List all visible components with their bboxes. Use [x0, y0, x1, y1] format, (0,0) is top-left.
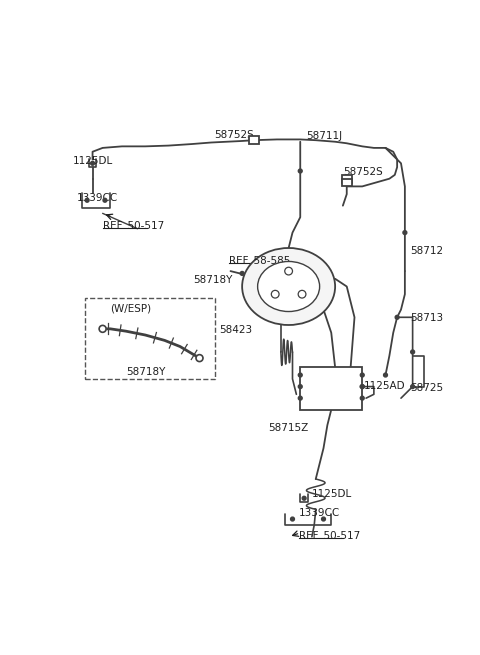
- Circle shape: [99, 326, 106, 332]
- Text: 58715Z: 58715Z: [268, 422, 308, 433]
- Text: 1125DL: 1125DL: [72, 156, 113, 166]
- Text: 58725: 58725: [410, 383, 444, 393]
- Circle shape: [298, 169, 302, 173]
- Bar: [249, 136, 259, 144]
- Bar: [300, 367, 362, 409]
- Circle shape: [411, 384, 415, 388]
- Circle shape: [91, 161, 95, 165]
- Text: REF. 50-517: REF. 50-517: [299, 531, 360, 542]
- Text: REF. 58-585: REF. 58-585: [229, 255, 290, 266]
- Text: 58713: 58713: [410, 314, 444, 324]
- Text: 1125AD: 1125AD: [364, 381, 406, 391]
- Text: 1339CC: 1339CC: [299, 508, 340, 518]
- Bar: [85, 298, 215, 379]
- Circle shape: [360, 373, 364, 377]
- Circle shape: [85, 198, 89, 202]
- Text: 58711J: 58711J: [306, 131, 343, 141]
- Circle shape: [298, 373, 302, 377]
- Circle shape: [411, 350, 415, 354]
- Text: 1339CC: 1339CC: [77, 193, 118, 202]
- Circle shape: [271, 290, 279, 298]
- Circle shape: [360, 396, 364, 400]
- Circle shape: [196, 355, 203, 361]
- Text: REF. 50-517: REF. 50-517: [103, 221, 164, 231]
- Circle shape: [298, 290, 306, 298]
- Text: 1125DL: 1125DL: [312, 489, 352, 499]
- Circle shape: [290, 517, 294, 521]
- Circle shape: [298, 384, 302, 388]
- Text: 58718Y: 58718Y: [193, 275, 233, 285]
- Circle shape: [302, 496, 306, 500]
- Circle shape: [285, 267, 292, 275]
- Ellipse shape: [258, 261, 320, 312]
- Text: 58423: 58423: [219, 325, 252, 335]
- Circle shape: [360, 384, 364, 388]
- Circle shape: [360, 384, 364, 388]
- Circle shape: [403, 231, 407, 234]
- Bar: [342, 179, 352, 187]
- Circle shape: [384, 373, 387, 377]
- Text: 58712: 58712: [410, 246, 444, 257]
- Text: 58752S: 58752S: [215, 130, 254, 140]
- Circle shape: [322, 517, 325, 521]
- Circle shape: [240, 271, 244, 275]
- Bar: [342, 175, 352, 183]
- Text: (W/ESP): (W/ESP): [110, 303, 152, 314]
- Circle shape: [103, 198, 107, 202]
- Ellipse shape: [242, 248, 335, 325]
- Circle shape: [298, 396, 302, 400]
- Circle shape: [196, 354, 203, 362]
- Circle shape: [99, 326, 106, 332]
- Circle shape: [395, 315, 399, 319]
- Text: 58718Y: 58718Y: [126, 367, 165, 377]
- Text: 58752S: 58752S: [343, 167, 383, 177]
